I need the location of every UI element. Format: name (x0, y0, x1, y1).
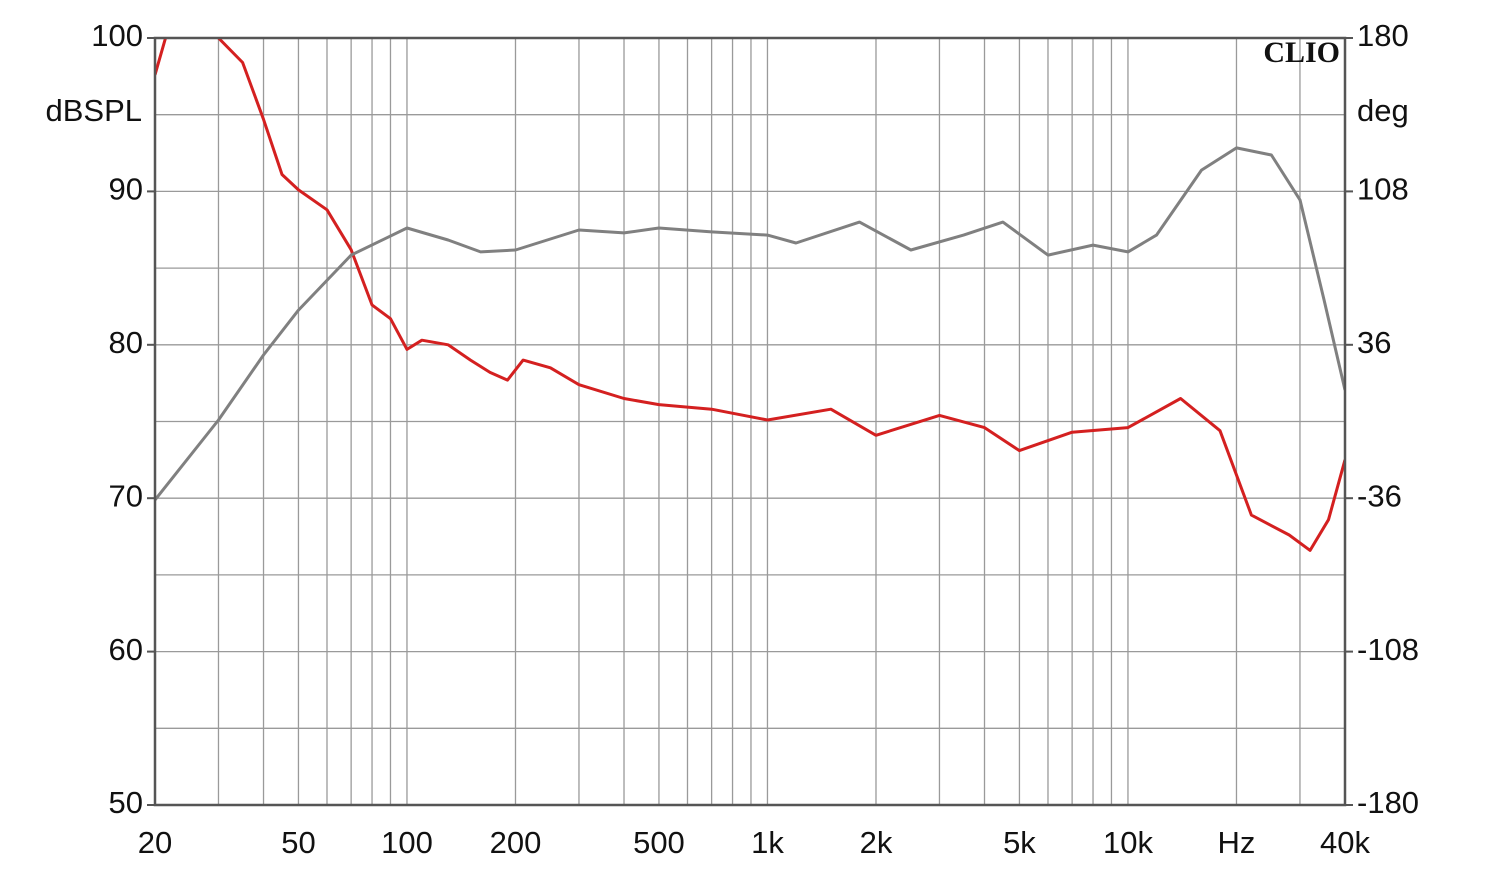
y2-tick-label: 36 (1357, 325, 1391, 360)
y-tick-label: 80 (109, 325, 143, 360)
chart-title: CLIO (1263, 36, 1340, 69)
x-tick-label: 200 (490, 825, 542, 860)
x-tick-label: Hz (1218, 825, 1256, 860)
y-axis-label: dBSPL (45, 93, 142, 128)
y2-tick-label: -108 (1357, 632, 1419, 667)
y-tick-label: 100 (91, 18, 143, 53)
series-line (155, 38, 1345, 552)
x-tick-label: 500 (633, 825, 685, 860)
y-tick-label: 70 (109, 478, 143, 513)
y2-tick-label: -180 (1357, 785, 1419, 820)
y2-tick-label: 108 (1357, 172, 1409, 207)
x-tick-label: 1k (751, 825, 784, 860)
x-tick-label: 2k (860, 825, 893, 860)
x-tick-label: 10k (1103, 825, 1153, 860)
x-tick-label: 50 (281, 825, 315, 860)
y2-axis-label: deg (1357, 93, 1409, 128)
y-tick-label: 60 (109, 632, 143, 667)
plot-frame (153, 36, 1347, 807)
x-tick-label: 20 (138, 825, 172, 860)
y-tick-label: 90 (109, 172, 143, 207)
x-tick-label: 40k (1320, 825, 1370, 860)
y2-tick-label: 180 (1357, 18, 1409, 53)
y2-tick-label: -36 (1357, 478, 1402, 513)
y-tick-label: 50 (109, 785, 143, 820)
series-line (155, 146, 1345, 501)
x-tick-label: 5k (1003, 825, 1036, 860)
x-tick-label: 100 (381, 825, 433, 860)
